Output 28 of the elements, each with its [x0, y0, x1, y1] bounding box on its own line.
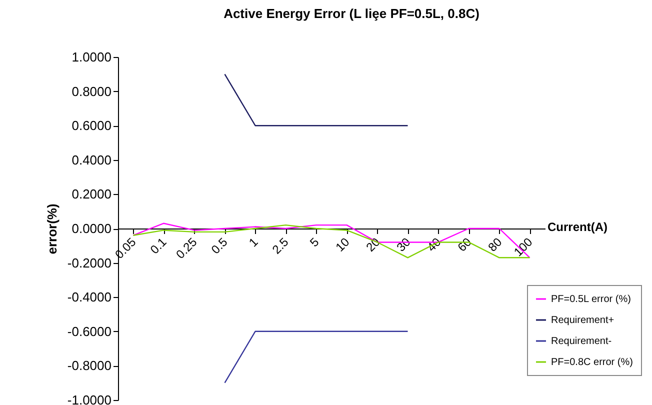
y-tick-label: -0.4000 — [67, 290, 112, 305]
x-tick-label: 80 — [485, 234, 505, 254]
y-tick-label: 0.4000 — [72, 152, 112, 168]
y-tick-label: -0.2000 — [67, 255, 112, 270]
y-tick-label: 0.8000 — [72, 84, 112, 99]
y-tick-label: -0.8000 — [67, 358, 112, 374]
x-tick-label: 30 — [394, 234, 414, 254]
y-tick-label: 0.2000 — [72, 186, 112, 202]
legend-label: PF=0.5L error (%) — [551, 294, 631, 305]
x-tick-label: 100 — [511, 234, 536, 260]
legend-label: PF=0.8C error (%) — [551, 357, 633, 368]
x-tick-label: 5 — [307, 234, 322, 250]
x-axis-title: Current(A) — [548, 220, 608, 234]
y-tick-label: -0.6000 — [67, 324, 112, 339]
x-tick-label: 2.5 — [270, 234, 292, 257]
y-tick-label: 0.6000 — [72, 118, 112, 134]
x-tick-label: 0.1 — [148, 234, 170, 257]
chart-title: Active Energy Error (L liȩe PF=0.5L, 0.8C) — [224, 6, 480, 21]
y-tick-label: -1.0000 — [67, 392, 112, 405]
y-tick-label: 0.0000 — [72, 221, 112, 236]
x-tick-label: 60 — [454, 234, 474, 254]
legend-label: Requirement+ — [551, 315, 614, 326]
x-tick-label: 1 — [246, 234, 261, 250]
x-tick-label: 0.5 — [208, 234, 230, 257]
y-tick-label: 1.0000 — [72, 50, 112, 64]
legend-label: Requirement- — [551, 336, 612, 347]
x-tick-label: 10 — [332, 234, 352, 254]
y-axis-title: error(%) — [44, 204, 60, 254]
